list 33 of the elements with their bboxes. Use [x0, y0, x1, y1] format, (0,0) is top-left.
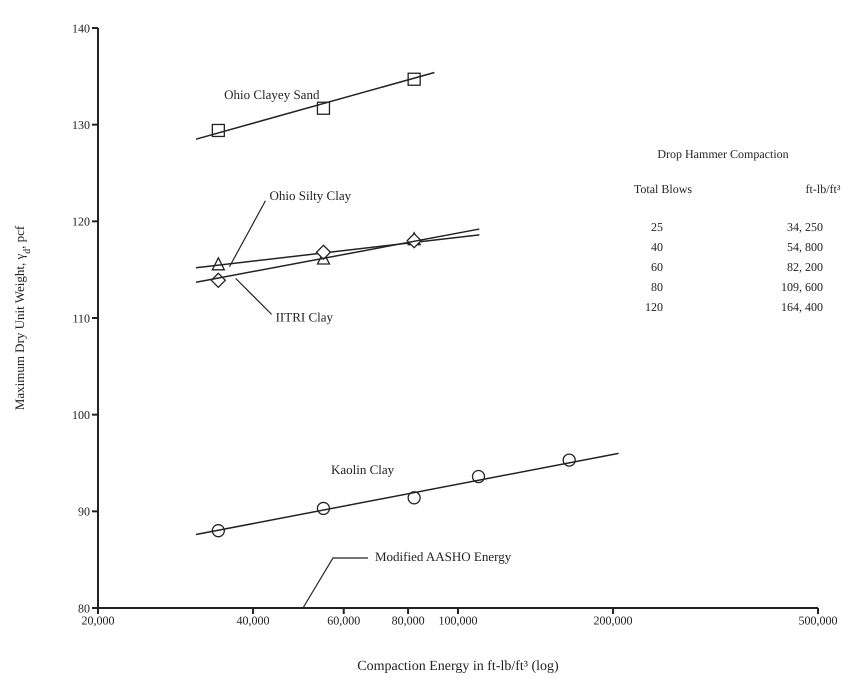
y-tick-label: 100 — [72, 408, 90, 422]
annotation: 34, 250 — [787, 220, 823, 234]
x-tick-label: 500,000 — [798, 614, 838, 628]
annotation: 80 — [651, 280, 663, 294]
x-tick-label: 100,000 — [438, 614, 478, 628]
y-tick-label: 80 — [78, 601, 90, 616]
annotation: 25 — [651, 220, 663, 234]
annotation: Ohio Clayey Sand — [224, 87, 320, 102]
y-tick-label: 110 — [72, 311, 90, 326]
annotation: 109, 600 — [781, 280, 823, 294]
y-tick-label: 130 — [72, 118, 90, 132]
annotation: 164, 400 — [781, 300, 823, 314]
annotation: 40 — [651, 240, 663, 254]
annotation: Modified AASHO Energy — [374, 548, 512, 564]
x-tick-label: 60,000 — [327, 614, 360, 628]
y-tick-label: 120 — [72, 214, 90, 229]
x-tick-label: 200,000 — [594, 614, 633, 628]
y-tick-label: 90 — [78, 504, 90, 519]
x-tick-label: 40,000 — [236, 614, 270, 628]
x-tick-label: 20,000 — [82, 614, 114, 628]
annotation: 120 — [645, 300, 663, 314]
annotation: Total Blows — [634, 182, 692, 196]
y-tick-label: 140 — [72, 21, 90, 36]
annotation: Drop Hammer Compaction — [657, 147, 789, 161]
annotation: IITRI Clay — [276, 309, 334, 324]
annotation: Ohio Silty Clay — [269, 188, 352, 203]
annotation: 82, 200 — [787, 260, 823, 274]
annotation: 60 — [651, 260, 663, 274]
annotation: 54, 800 — [787, 240, 823, 254]
x-axis-title: Compaction Energy in ft-lb/ft³ (log) — [357, 659, 560, 674]
annotation: Kaolin Clay — [330, 462, 395, 477]
x-tick-label: 80,000 — [392, 614, 425, 628]
annotation: ft-lb/ft³ — [806, 182, 841, 196]
